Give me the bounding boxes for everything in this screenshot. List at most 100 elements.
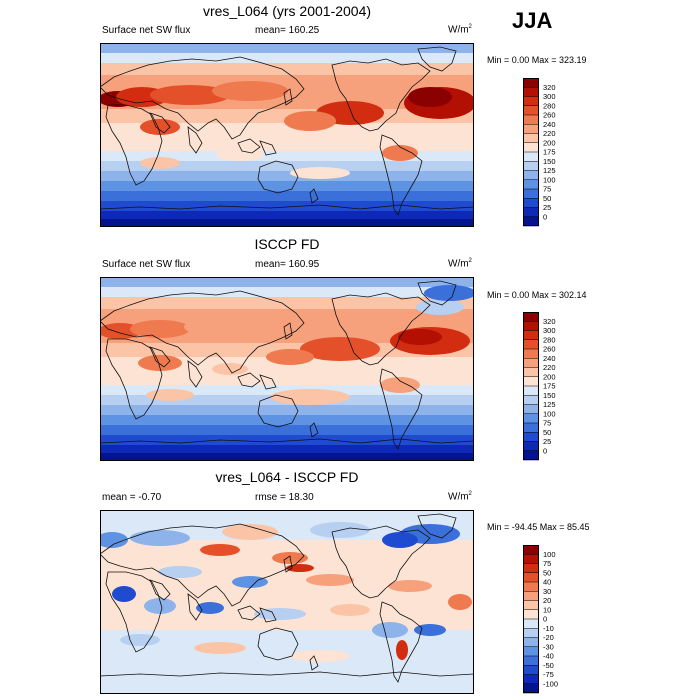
colorbar-label: 75 <box>543 419 551 428</box>
field-anomaly <box>286 564 314 572</box>
coastline <box>257 627 299 661</box>
field-band <box>100 201 474 211</box>
colorbar-swatch <box>523 105 539 116</box>
colorbar-label: 200 <box>543 138 556 147</box>
field-anomaly <box>408 87 452 107</box>
colorbar-label: 175 <box>543 148 556 157</box>
colorbar-swatch <box>523 450 539 461</box>
field-anomaly <box>250 315 310 331</box>
colorbar-swatch <box>523 545 539 555</box>
coastline <box>187 126 203 154</box>
field-anomaly <box>306 574 354 586</box>
colorbar-label: 75 <box>543 185 551 194</box>
field-anomaly <box>130 320 190 338</box>
colorbar-swatch <box>523 413 539 424</box>
map-frame <box>100 510 474 694</box>
colorbar-label: 30 <box>543 587 551 596</box>
colorbar-swatch <box>523 376 539 387</box>
colorbar-swatch <box>523 367 539 378</box>
field-band <box>100 630 474 660</box>
field-band <box>100 53 474 63</box>
field-anomaly <box>120 634 160 646</box>
field-band <box>100 161 474 171</box>
field-band <box>100 151 474 161</box>
units-base: W/m <box>448 258 469 270</box>
field-anomaly <box>222 524 278 540</box>
colorbar-swatch <box>523 152 539 162</box>
colorbar-swatch <box>523 349 539 359</box>
coastline <box>237 138 261 154</box>
panel-1-mean: mean= 160.25 <box>255 25 320 36</box>
colorbar-swatch <box>523 78 539 88</box>
field-anomaly <box>398 329 442 345</box>
field-band <box>100 211 474 219</box>
coastline <box>100 56 305 140</box>
colorbar-swatch <box>523 161 539 171</box>
coastline <box>105 338 163 420</box>
field-anomaly <box>146 389 194 401</box>
colorbar-swatch <box>523 600 539 611</box>
colorbar-label: 150 <box>543 157 556 166</box>
colorbar-label: 0 <box>543 212 547 221</box>
panel-2-units: W/m2 <box>448 258 472 269</box>
field-band <box>100 435 474 445</box>
colorbar-swatch <box>523 170 539 181</box>
panel-3-rmse: rmse = 18.30 <box>255 492 314 503</box>
colorbar-swatch <box>523 637 539 648</box>
field-anomaly <box>130 530 190 546</box>
field-anomaly <box>424 285 474 301</box>
colorbar-label: 260 <box>543 111 556 120</box>
colorbar-label: 175 <box>543 382 556 391</box>
field-band <box>100 425 474 435</box>
colorbar-swatch <box>523 386 539 396</box>
field-anomaly <box>416 299 464 315</box>
colorbar-swatch <box>523 142 539 153</box>
coastline <box>309 422 319 438</box>
colorbar-swatch <box>523 198 539 208</box>
colorbar-swatch <box>523 216 539 227</box>
panel-1-title: vres_L064 (yrs 2001-2004) <box>202 3 372 19</box>
field-band <box>100 219 474 227</box>
colorbar-swatch <box>523 133 539 144</box>
colorbar-swatch <box>523 432 539 442</box>
colorbar-label: 300 <box>543 326 556 335</box>
colorbar-swatch <box>523 179 539 190</box>
field-anomaly <box>266 349 314 365</box>
field-anomaly <box>448 594 472 610</box>
coastline <box>100 438 474 461</box>
coastline <box>331 58 431 132</box>
colorbar-label: 100 <box>543 550 556 559</box>
coastline <box>257 394 299 428</box>
coastline <box>105 104 163 186</box>
field-band <box>100 139 474 151</box>
colorbar-label: 40 <box>543 578 551 587</box>
field-anomaly <box>158 566 202 578</box>
colorbar-swatch <box>523 591 539 601</box>
colorbar-label: 240 <box>543 354 556 363</box>
colorbar-swatch <box>523 404 539 415</box>
colorbar-label: 260 <box>543 345 556 354</box>
colorbar-swatch <box>523 572 539 583</box>
coastline <box>149 346 171 368</box>
colorbar-label: 220 <box>543 129 556 138</box>
colorbar-swatch <box>523 554 539 564</box>
coastline <box>259 374 277 390</box>
colorbar-label: 320 <box>543 83 556 92</box>
panel-2-title: ISCCP FD <box>254 236 320 252</box>
panel-2-mean: mean= 160.95 <box>255 259 320 270</box>
panel-1-units: W/m2 <box>448 24 472 35</box>
panel-3-title: vres_L064 - ISCCP FD <box>215 469 359 485</box>
field-anomaly <box>150 85 230 105</box>
field-anomaly <box>388 580 432 592</box>
field-band <box>100 385 474 395</box>
colorbar-label: 10 <box>543 605 551 614</box>
colorbar-label: 240 <box>543 120 556 129</box>
colorbar-swatch <box>523 189 539 199</box>
colorbar-swatch <box>523 582 539 592</box>
map-frame <box>100 277 474 461</box>
colorbar-label: 150 <box>543 391 556 400</box>
field-anomaly <box>290 650 350 662</box>
coastline <box>331 525 431 599</box>
colorbar-swatch <box>523 395 539 405</box>
map-frame <box>100 43 474 227</box>
